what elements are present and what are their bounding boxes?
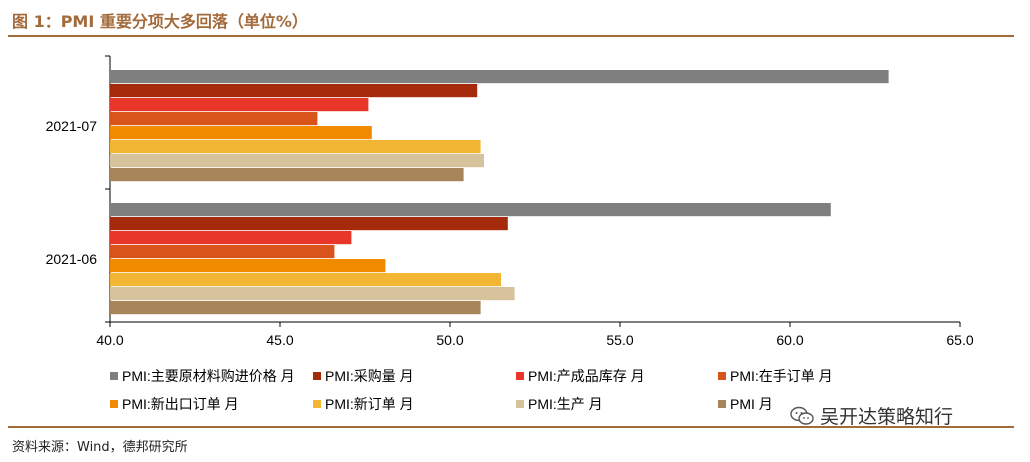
bar-2021-06-6 (110, 287, 515, 301)
bar-2021-06-7 (110, 301, 481, 315)
bottom-rule (8, 426, 1014, 428)
source-note: 资料来源：Wind，德邦研究所 (12, 440, 188, 455)
watermark: 吴开达策略知行 (790, 402, 953, 429)
legend-label-3: PMI:在手订单 月 (730, 368, 833, 384)
bar-2021-07-6 (110, 154, 484, 168)
legend-swatch-1 (313, 372, 321, 380)
category-label-0: 2021-07 (46, 118, 98, 134)
bar-2021-06-1 (110, 217, 508, 231)
bar-2021-07-7 (110, 168, 464, 182)
bar-2021-07-2 (110, 98, 369, 112)
bar-2021-07-4 (110, 126, 372, 140)
wechat-icon (790, 406, 814, 425)
bar-2021-06-3 (110, 245, 335, 259)
legend-label-7: PMI 月 (730, 396, 773, 412)
bar-2021-06-4 (110, 259, 386, 273)
legend-label-5: PMI:新订单 月 (325, 396, 414, 412)
legend-label-1: PMI:采购量 月 (325, 368, 414, 384)
x-tick-label-5: 65.0 (946, 332, 973, 348)
legend-label-6: PMI:生产 月 (528, 396, 603, 412)
bar-2021-06-2 (110, 231, 352, 245)
legend-label-2: PMI:产成品库存 月 (528, 368, 645, 384)
x-tick-label-1: 45.0 (266, 332, 293, 348)
x-tick-label-4: 60.0 (776, 332, 803, 348)
legend-swatch-5 (313, 400, 321, 408)
bar-2021-06-5 (110, 273, 501, 287)
legend-swatch-3 (718, 372, 726, 380)
legend-swatch-0 (110, 372, 118, 380)
bar-2021-07-1 (110, 84, 478, 98)
legend-swatch-6 (516, 400, 524, 408)
legend-swatch-7 (718, 400, 726, 408)
x-tick-label-0: 40.0 (96, 332, 123, 348)
bar-2021-07-0 (110, 70, 889, 84)
legend-swatch-2 (516, 372, 524, 380)
legend-label-0: PMI:主要原材料购进价格 月 (122, 368, 295, 384)
figure-title: 图 1：PMI 重要分项大多回落（单位%） (12, 12, 308, 31)
bar-2021-07-5 (110, 140, 481, 154)
legend-swatch-4 (110, 400, 118, 408)
x-tick-label-3: 55.0 (606, 332, 633, 348)
bar-2021-07-3 (110, 112, 318, 126)
watermark-text: 吴开达策略知行 (820, 406, 954, 428)
bar-chart: 40.0 45.0 50.0 55.0 60.0 65.0 2021-07 2021-06 PM… (46, 55, 974, 412)
top-rule (8, 35, 1014, 37)
x-tick-label-2: 50.0 (436, 332, 463, 348)
bar-2021-06-0 (110, 203, 831, 217)
category-label-1: 2021-06 (46, 251, 98, 267)
legend-label-4: PMI:新出口订单 月 (122, 396, 239, 412)
